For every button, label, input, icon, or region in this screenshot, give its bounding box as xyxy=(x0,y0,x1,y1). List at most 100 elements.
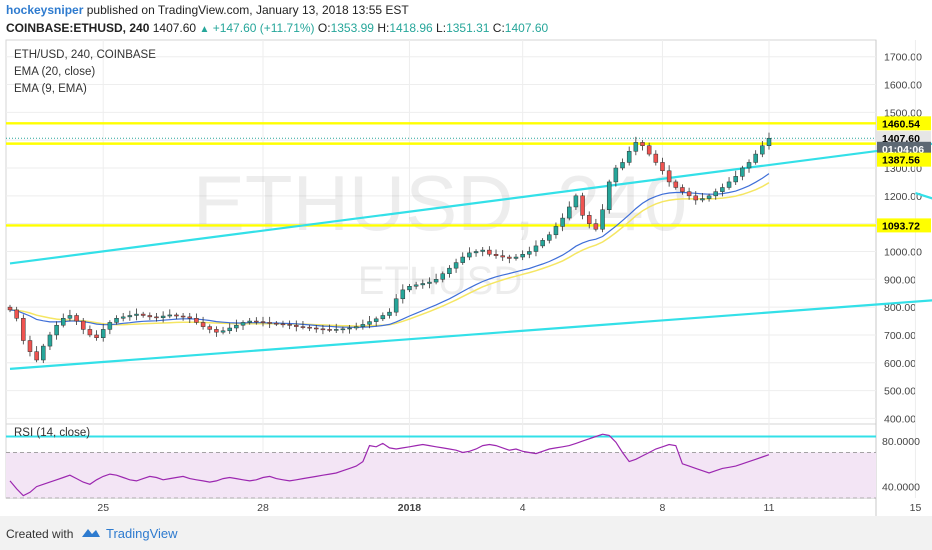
candle-body xyxy=(413,284,419,287)
candle-body xyxy=(500,255,505,258)
candle-body xyxy=(473,251,479,254)
price-tick-label: 500.00 xyxy=(884,386,916,398)
price-tick-label: 600.00 xyxy=(884,358,916,370)
candle-body xyxy=(300,326,306,328)
candle-body xyxy=(214,329,219,333)
legend-pair: ETH/USD, 240, COINBASE xyxy=(14,49,156,61)
candle-body xyxy=(227,327,232,332)
candle-body xyxy=(440,273,446,280)
candle-body xyxy=(114,318,119,323)
candle-body xyxy=(207,326,212,330)
candle-body xyxy=(140,313,146,316)
candle-body xyxy=(753,153,758,163)
published-text: published on TradingView.com, January 13… xyxy=(86,3,409,17)
candle-body xyxy=(533,245,539,252)
candle-body xyxy=(766,137,772,146)
candle-body xyxy=(67,315,73,319)
candle-body xyxy=(433,279,439,283)
candle-body xyxy=(94,334,99,338)
legend-rsi: RSI (14, close) xyxy=(14,427,91,439)
candle-body xyxy=(540,240,545,247)
candle-body xyxy=(447,267,452,274)
candle-body xyxy=(347,327,352,330)
candle-body xyxy=(400,289,406,300)
candle-body xyxy=(360,324,366,327)
candle-body xyxy=(493,254,499,256)
legend-ema-20: EMA (20, close) xyxy=(14,66,96,78)
candle-body xyxy=(74,315,79,322)
candle-body xyxy=(680,187,685,192)
price-marker-box xyxy=(877,141,931,156)
candle-body xyxy=(107,322,113,330)
candle-body xyxy=(646,145,652,155)
candle-body xyxy=(287,324,292,326)
trendline-channel-lower xyxy=(9,299,932,371)
candle-body xyxy=(333,329,339,331)
high-label: H: xyxy=(377,21,390,35)
price-pane xyxy=(5,39,877,425)
price-tick-label: 1700.00 xyxy=(884,52,922,64)
watermark-large: ETHUSD, 240 xyxy=(193,159,687,247)
candle-body xyxy=(340,328,346,331)
candle-body xyxy=(620,162,625,169)
candle-body xyxy=(633,142,639,152)
legend-ema-9: EMA (9, EMA) xyxy=(14,83,87,95)
candle-body xyxy=(487,249,492,255)
candle-body xyxy=(593,223,599,230)
time-tick-label: 2018 xyxy=(398,502,422,514)
candle-body xyxy=(180,315,186,318)
candle-body xyxy=(80,320,86,330)
candle-body xyxy=(147,315,153,318)
candle-body xyxy=(27,340,33,352)
candle-body xyxy=(713,191,718,197)
candle-body xyxy=(240,322,246,326)
candle-body xyxy=(547,234,552,241)
price-tick-label: 900.00 xyxy=(884,274,916,286)
price-tick-label: 700.00 xyxy=(884,330,916,342)
symbol-line: COINBASE:ETHUSD, 240 1407.60 ▲ +147.60 (… xyxy=(6,21,548,35)
candle-body xyxy=(353,326,359,329)
tradingview-logo[interactable]: TradingView xyxy=(80,525,178,541)
candle-body xyxy=(34,351,39,361)
candle-body xyxy=(87,329,93,336)
close-label: C: xyxy=(492,21,505,35)
price-marker-box xyxy=(877,152,931,167)
candle-body xyxy=(247,320,252,323)
candle-body xyxy=(47,334,53,347)
candle-body xyxy=(220,330,226,333)
high-value: 1418.96 xyxy=(389,21,433,35)
candle-body xyxy=(660,162,665,172)
price-chart[interactable]: 1700.001600.001500.001400.001300.001200.… xyxy=(0,0,932,516)
close-value: 1407.60 xyxy=(504,21,549,35)
candle-body xyxy=(573,195,579,208)
candle-body xyxy=(7,306,13,311)
candle-body xyxy=(14,309,19,319)
candle-body xyxy=(586,215,592,224)
candle-body xyxy=(760,145,765,155)
tradingview-brand-text: TradingView xyxy=(106,525,178,541)
candle-body xyxy=(307,326,312,329)
price-marker-box xyxy=(877,131,931,146)
candle-body xyxy=(626,151,632,163)
time-tick-label: 28 xyxy=(257,502,269,514)
ema-20-line xyxy=(9,173,770,329)
candle-body xyxy=(234,324,239,329)
candle-body xyxy=(693,195,699,201)
watermark-small: ETHUSD xyxy=(358,259,522,303)
created-with-text: Created with xyxy=(6,527,74,541)
low-value: 1351.31 xyxy=(446,21,490,35)
candle-body xyxy=(367,321,372,325)
price-tick-label: 400.00 xyxy=(884,413,916,425)
candle-body xyxy=(327,329,332,331)
candle-body xyxy=(613,167,619,183)
author-username[interactable]: hockeysniper xyxy=(6,3,84,17)
time-tick-label: 25 xyxy=(97,502,109,514)
price-marker-label: 1093.72 xyxy=(882,220,920,232)
price-marker-label: 1387.56 xyxy=(882,155,920,167)
candle-body xyxy=(420,283,426,286)
candle-body xyxy=(640,142,645,146)
time-tick-label: 8 xyxy=(660,502,666,514)
candle-body xyxy=(666,170,672,183)
candle-body xyxy=(567,206,572,219)
rsi-tick-label: 40.0000 xyxy=(882,482,920,494)
